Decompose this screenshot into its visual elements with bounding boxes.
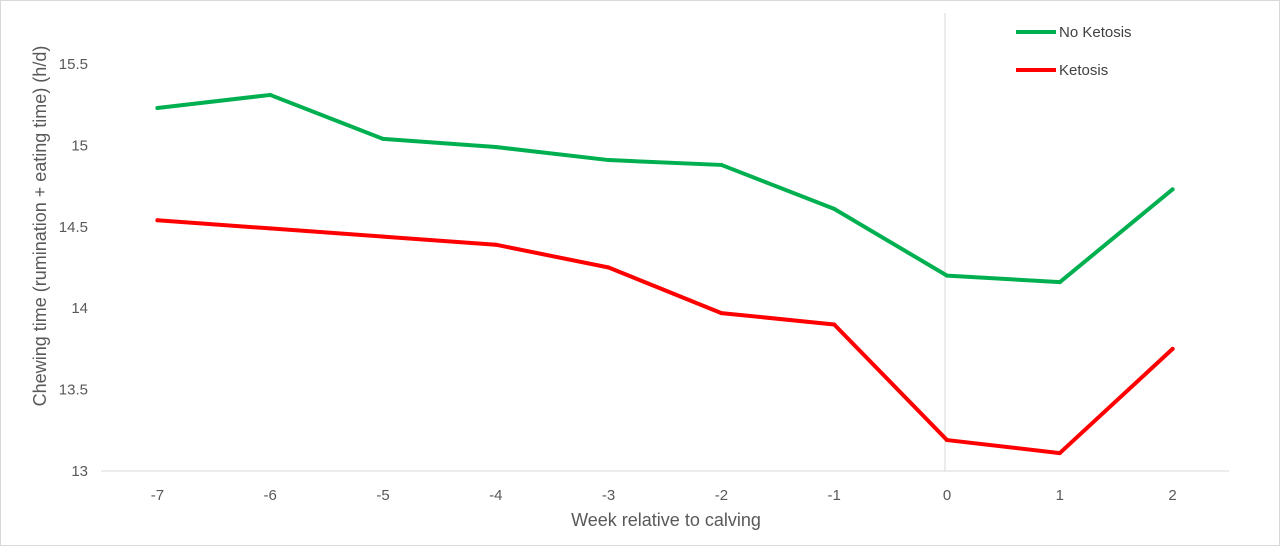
data-point-ketosis <box>945 438 949 443</box>
x-tick-label: -6 <box>264 487 277 504</box>
x-axis-title: Week relative to calving <box>571 510 761 530</box>
x-tick-label: 0 <box>943 487 951 504</box>
data-point-ketosis <box>832 322 837 327</box>
legend-label-no-ketosis: No Ketosis <box>1059 24 1132 41</box>
data-point-no-ketosis <box>719 162 724 167</box>
x-tick-label: -2 <box>715 487 728 504</box>
data-point-no-ketosis <box>381 136 385 141</box>
y-tick-label: 13.5 <box>59 382 88 399</box>
data-point-no-ketosis <box>945 273 949 278</box>
data-point-ketosis <box>1170 346 1175 351</box>
y-tick-label: 15 <box>71 137 88 154</box>
y-tick-label: 15.5 <box>59 56 88 73</box>
data-point-no-ketosis <box>1057 280 1062 285</box>
data-point-no-ketosis <box>1170 187 1175 192</box>
data-point-no-ketosis <box>606 158 611 163</box>
y-tick-label: 14 <box>71 300 88 317</box>
data-point-ketosis <box>155 218 160 223</box>
series-line-ketosis <box>155 218 1175 456</box>
legend: No Ketosis Ketosis <box>1016 24 1132 79</box>
x-tick-label: -4 <box>489 487 502 504</box>
x-tick-label: -5 <box>376 487 389 504</box>
y-axis-title: Chewing time (rumination + eating time) … <box>30 46 50 407</box>
x-tick-label: 2 <box>1168 487 1176 504</box>
x-tick-label: 1 <box>1056 487 1064 504</box>
y-tick-label: 13 <box>71 463 88 480</box>
y-tick-label: 14.5 <box>59 219 88 236</box>
data-point-ketosis <box>493 242 498 247</box>
series-group <box>155 92 1175 456</box>
data-point-no-ketosis <box>493 145 498 150</box>
series-line-no-ketosis <box>155 92 1175 285</box>
data-point-ketosis <box>381 234 385 239</box>
data-point-ketosis <box>1057 451 1062 456</box>
data-point-no-ketosis <box>155 105 160 110</box>
legend-label-ketosis: Ketosis <box>1059 62 1108 79</box>
x-tick-label: -3 <box>602 487 615 504</box>
x-tick-label: -7 <box>151 487 164 504</box>
data-point-ketosis <box>268 226 273 231</box>
data-point-ketosis <box>606 265 611 270</box>
x-tick-label: -1 <box>828 487 841 504</box>
y-axis: 13 13.5 14 14.5 15 15.5 <box>59 56 88 480</box>
data-point-ketosis <box>719 311 724 316</box>
data-point-no-ketosis <box>268 92 273 97</box>
x-axis: -7 -6 -5 -4 -3 -2 -1 0 1 2 <box>101 470 1229 504</box>
data-point-no-ketosis <box>832 206 837 211</box>
